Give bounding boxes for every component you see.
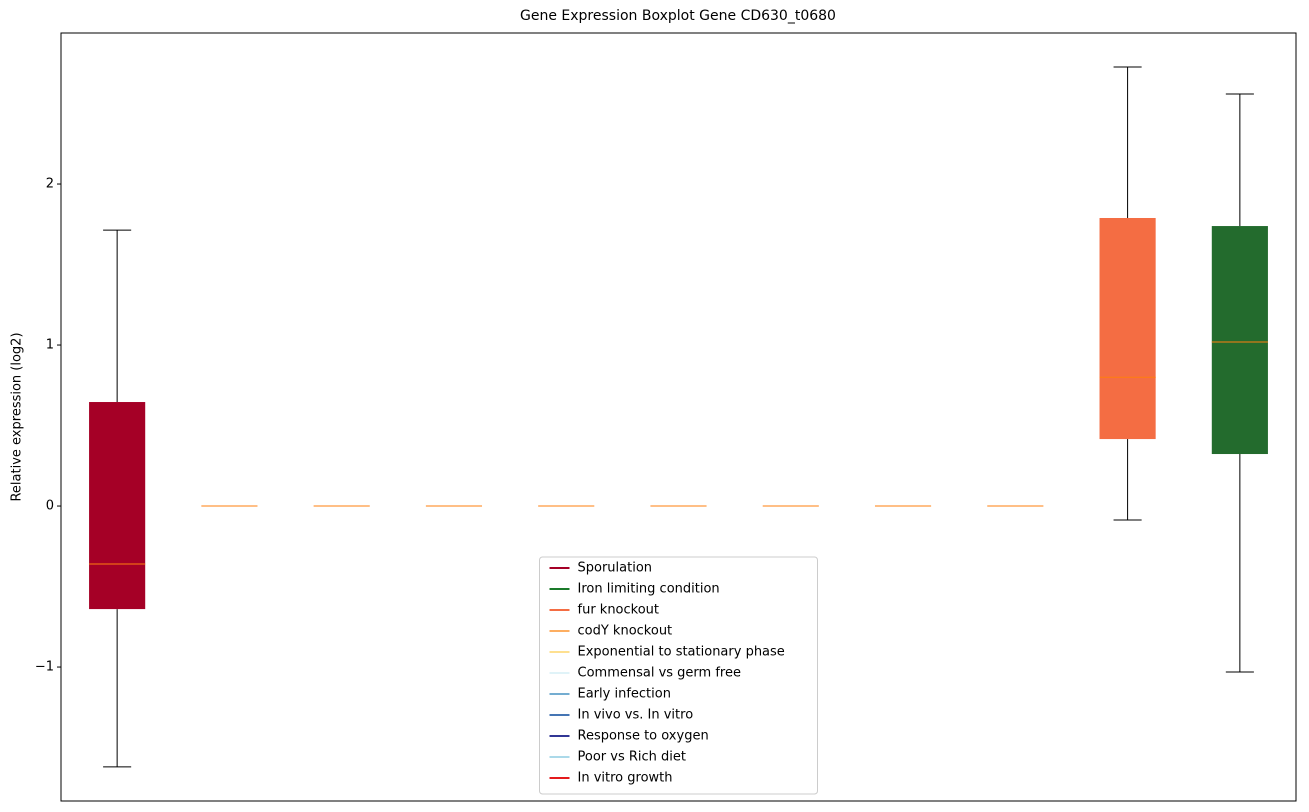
legend-label: In vivo vs. In vitro	[578, 708, 694, 723]
chart-title: Gene Expression Boxplot Gene CD630_t0680	[520, 8, 836, 24]
legend-label: Exponential to stationary phase	[578, 645, 785, 660]
plot-frame	[60, 32, 1297, 802]
legend-label: Commensal vs germ free	[578, 666, 741, 681]
legend-label: Poor vs Rich diet	[578, 750, 686, 765]
legend-label: fur knockout	[578, 603, 660, 618]
legend-label: Response to oxygen	[578, 729, 709, 744]
y-tick-label: −1	[35, 660, 54, 675]
legend-label: codY knockout	[578, 624, 673, 639]
y-tick-label: 1	[46, 338, 54, 353]
y-tick-label: 2	[46, 177, 54, 192]
legend-label: Sporulation	[578, 561, 653, 576]
y-axis-label: Relative expression (log2)	[10, 332, 25, 501]
box	[1211, 226, 1268, 455]
box	[89, 402, 146, 610]
legend-label: Iron limiting condition	[578, 582, 720, 597]
legend-label: Early infection	[578, 687, 671, 702]
legend-label: In vitro growth	[578, 771, 673, 786]
box	[1099, 217, 1156, 440]
legend-box	[539, 556, 818, 795]
y-tick-label: 0	[46, 499, 54, 514]
